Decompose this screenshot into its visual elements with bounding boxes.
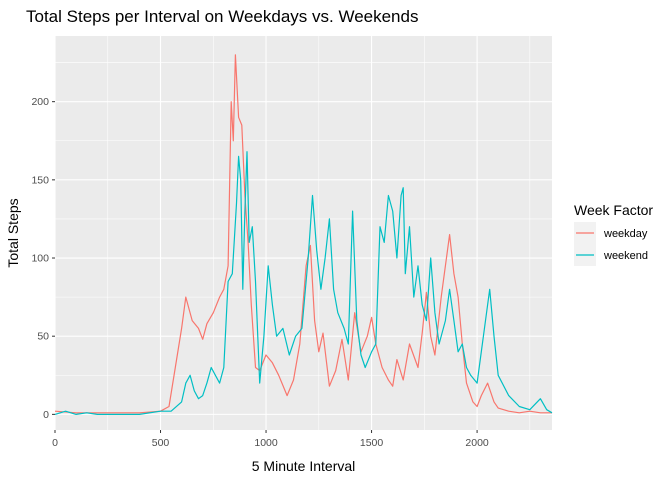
y-tick-label: 100 [31, 253, 49, 265]
x-tick-label: 0 [52, 437, 58, 449]
y-tick-label: 200 [31, 96, 49, 108]
y-axis-label: Total Steps [5, 198, 21, 267]
x-tick-label: 1500 [360, 437, 384, 449]
y-tick-label: 0 [43, 409, 49, 421]
legend: Week Factor weekday weekend [574, 202, 653, 266]
x-tick-label: 2000 [465, 437, 489, 449]
legend-keys: weekday weekend [574, 222, 648, 266]
legend-label-weekend: weekend [603, 250, 648, 262]
y-tick-label: 150 [31, 174, 49, 186]
x-axis: 0 500 1000 1500 2000 [52, 430, 489, 449]
series-layer [54, 54, 553, 415]
x-axis-label: 5 Minute Interval [252, 458, 356, 474]
chart-title: Total Steps per Interval on Weekdays vs.… [26, 7, 418, 26]
series-line-weekend [54, 151, 553, 415]
x-tick-label: 1000 [254, 437, 278, 449]
legend-label-weekday: weekday [603, 228, 648, 240]
series-line-weekday [54, 54, 552, 414]
legend-title: Week Factor [574, 202, 653, 218]
y-axis: 0 50 100 150 200 [31, 96, 55, 421]
x-tick-label: 500 [152, 437, 170, 449]
y-tick-label: 50 [37, 331, 49, 343]
